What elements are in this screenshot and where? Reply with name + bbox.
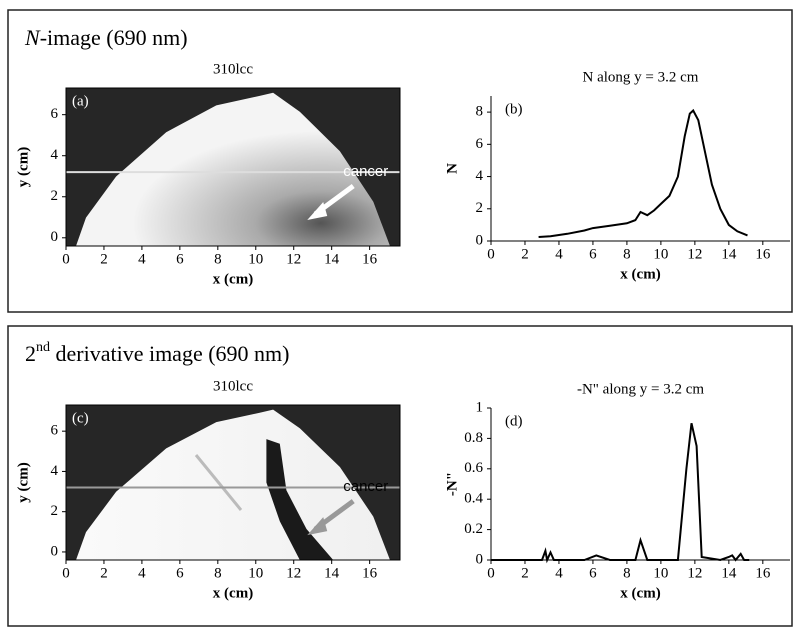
panel-label: (a) <box>72 93 89 109</box>
x-axis-label: x (cm) <box>620 585 660 601</box>
x-tick-label: 2 <box>521 565 529 581</box>
y-tick-label: 0.8 <box>464 430 483 446</box>
x-tick-label: 12 <box>687 565 702 581</box>
x-tick-label: 4 <box>555 565 563 581</box>
x-tick-label: 16 <box>362 251 378 267</box>
x-tick-label: 8 <box>623 246 631 262</box>
y-tick-label: 0.6 <box>464 460 483 476</box>
x-tick-label: 4 <box>138 565 146 581</box>
x-tick-label: 14 <box>721 246 737 262</box>
x-tick-label: 10 <box>653 565 668 581</box>
x-tick-label: 0 <box>487 565 495 581</box>
x-tick-label: 8 <box>214 565 222 581</box>
x-tick-label: 14 <box>324 251 340 267</box>
x-axis-label: x (cm) <box>213 271 253 287</box>
chart-title: 310lcc <box>213 378 253 394</box>
y-tick-label: 1 <box>476 399 484 415</box>
x-tick-label: 2 <box>521 246 529 262</box>
y-tick-label: 2 <box>476 200 484 216</box>
panel-label: (d) <box>505 413 523 429</box>
x-tick-label: 16 <box>755 565 771 581</box>
y-tick-label: 0 <box>51 543 59 559</box>
dark-streak <box>266 439 334 560</box>
panel-label: (c) <box>72 410 89 426</box>
x-tick-label: 6 <box>589 565 597 581</box>
y-tick-label: 0 <box>476 232 484 248</box>
y-tick-label: 2 <box>51 503 59 519</box>
y-tick-label: 6 <box>476 136 484 152</box>
x-tick-label: 16 <box>755 246 771 262</box>
x-axis-label: x (cm) <box>213 585 253 601</box>
x-tick-label: 4 <box>555 246 563 262</box>
y-axis-label: y (cm) <box>15 462 31 502</box>
row-frame <box>7 325 793 627</box>
row-heading: 2nd derivative image (690 nm) <box>25 340 289 366</box>
y-axis-label: N <box>444 163 460 174</box>
x-tick-label: 14 <box>324 565 340 581</box>
x-tick-label: 8 <box>214 251 222 267</box>
y-tick-label: 4 <box>51 147 59 163</box>
x-tick-label: 0 <box>62 251 70 267</box>
x-tick-label: 8 <box>623 565 631 581</box>
x-tick-label: 6 <box>176 251 184 267</box>
data-line <box>491 422 750 564</box>
arrow-head <box>307 517 328 536</box>
breast-region <box>76 92 390 246</box>
plot-frame <box>65 404 401 561</box>
breast-region <box>76 409 390 560</box>
chart-title: N along y = 3.2 cm <box>583 69 699 85</box>
x-tick-label: 10 <box>248 251 263 267</box>
annotation: cancer <box>343 163 388 180</box>
y-axis-label: -N" <box>444 472 460 496</box>
x-tick-label: 16 <box>362 565 378 581</box>
panel-label: (b) <box>505 101 523 117</box>
y-tick-label: 8 <box>476 104 484 120</box>
row-heading: N-image (690 nm) <box>24 25 188 50</box>
y-tick-label: 2 <box>51 188 59 204</box>
y-tick-label: 0 <box>476 551 484 567</box>
chart-title: -N" along y = 3.2 cm <box>577 381 704 397</box>
x-tick-label: 6 <box>176 565 184 581</box>
annotation: cancer <box>343 478 388 495</box>
y-tick-label: 4 <box>51 463 59 479</box>
plot-frame <box>65 87 401 247</box>
x-tick-label: 2 <box>100 251 108 267</box>
x-tick-label: 0 <box>487 246 495 262</box>
x-tick-label: 12 <box>687 246 702 262</box>
data-line <box>538 108 748 238</box>
y-axis-label: y (cm) <box>15 147 31 187</box>
x-tick-label: 0 <box>62 565 70 581</box>
faint-streak <box>194 454 243 511</box>
chart-title: 310lcc <box>213 61 253 77</box>
y-tick-label: 0 <box>51 229 59 245</box>
x-tick-label: 14 <box>721 565 737 581</box>
x-tick-label: 12 <box>286 251 301 267</box>
y-tick-label: 6 <box>51 423 59 439</box>
y-tick-label: 4 <box>476 168 484 184</box>
arrow-head <box>307 201 328 220</box>
row-frame <box>7 9 793 313</box>
x-axis-label: x (cm) <box>620 266 660 282</box>
x-tick-label: 6 <box>589 246 597 262</box>
x-tick-label: 4 <box>138 251 146 267</box>
y-tick-label: 0.2 <box>464 521 483 537</box>
y-tick-label: 0.4 <box>464 491 483 507</box>
x-tick-label: 12 <box>286 565 301 581</box>
y-tick-label: 6 <box>51 106 59 122</box>
x-tick-label: 10 <box>653 246 668 262</box>
x-tick-label: 2 <box>100 565 108 581</box>
x-tick-label: 10 <box>248 565 263 581</box>
